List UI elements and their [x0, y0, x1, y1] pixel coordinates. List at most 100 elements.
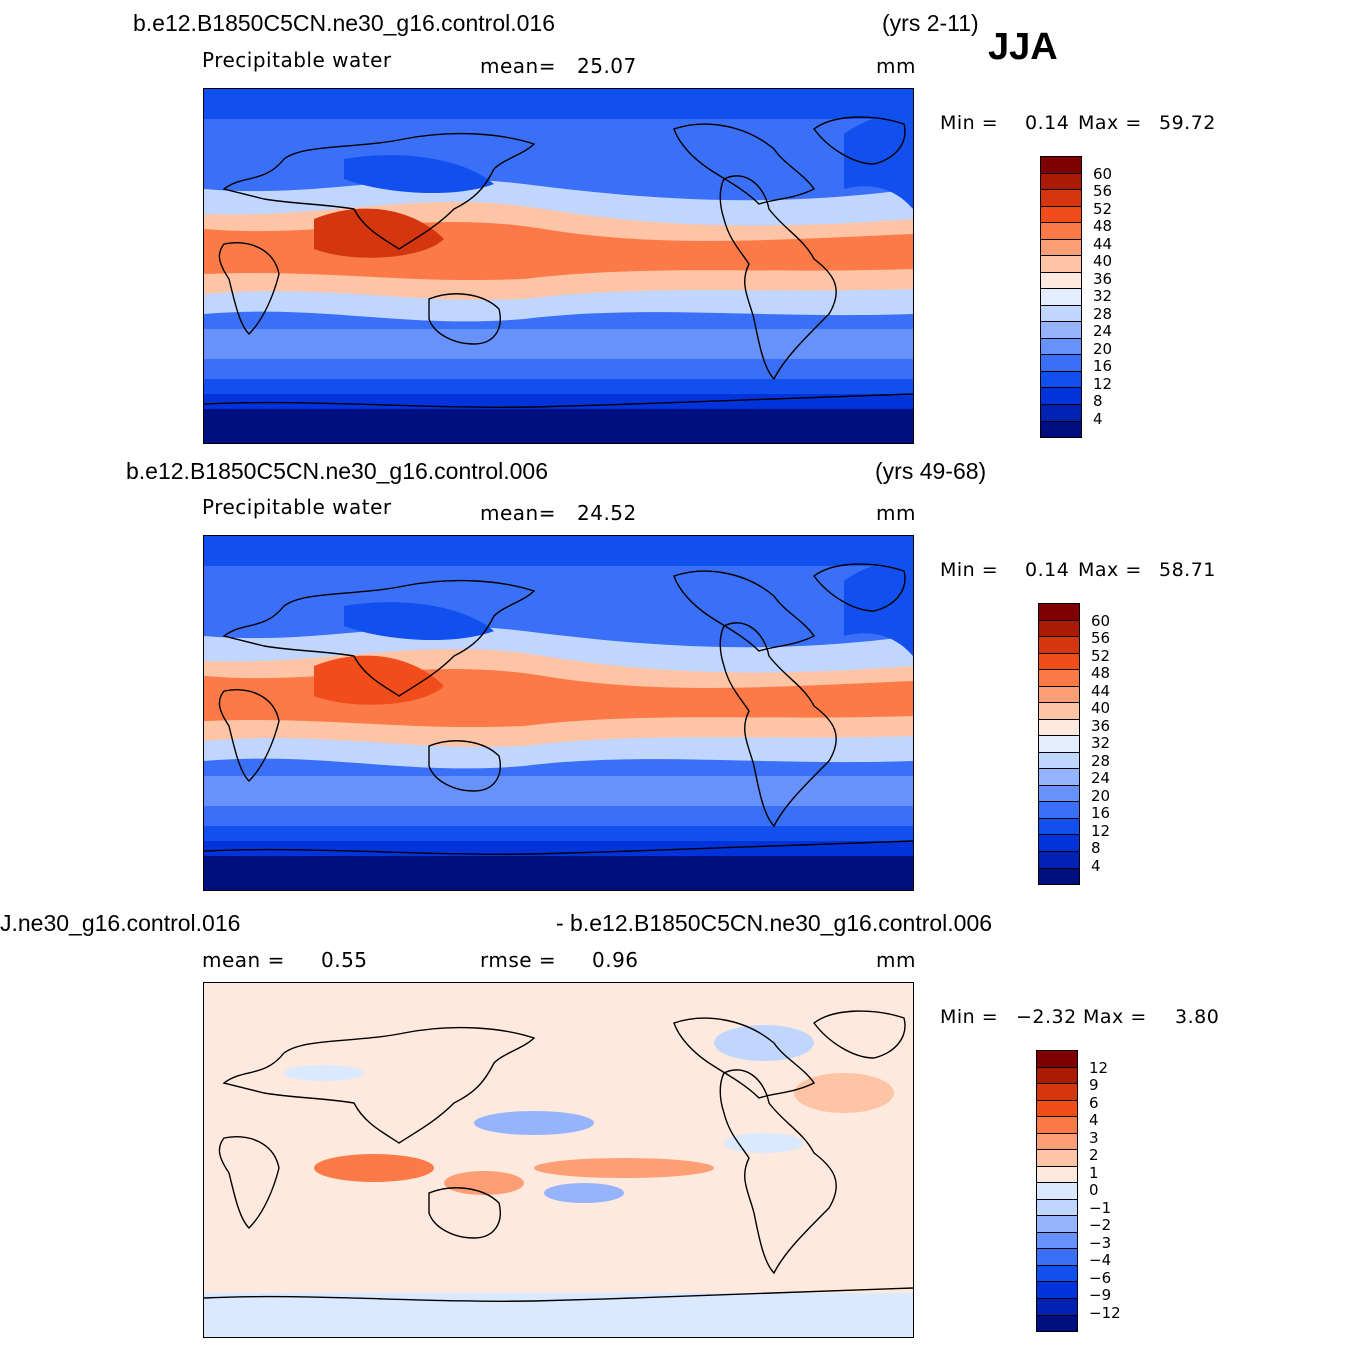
colorbar-segment: [1037, 1067, 1077, 1085]
panel1-tick: 20: [1093, 340, 1113, 358]
colorbar-segment: [1039, 802, 1079, 819]
panel1-tick: 48: [1093, 217, 1113, 235]
colorbar-segment: [1037, 1249, 1077, 1266]
panel2-max-label: Max =: [1078, 559, 1142, 581]
colorbar-segment: [1039, 769, 1079, 786]
panel3-tick: −3: [1089, 1234, 1112, 1252]
colorbar-segment: [1037, 1298, 1077, 1316]
panel3-title-right: - b.e12.B1850C5CN.ne30_g16.control.006: [556, 910, 993, 936]
panel1-tick: 40: [1093, 252, 1113, 270]
panel1-units: mm: [876, 54, 916, 78]
colorbar-segment: [1037, 1117, 1077, 1134]
colorbar-segment: [1037, 1100, 1077, 1118]
colorbar-segment: [1037, 1315, 1077, 1332]
panel1-coastlines: [204, 116, 913, 408]
panel1-mean-value: 25.07: [577, 54, 637, 78]
panel2-coastlines: [204, 563, 913, 855]
colorbar-segment: [1037, 1133, 1077, 1151]
colorbar-segment: [1039, 835, 1079, 852]
panel3-coastlines: [204, 1010, 913, 1302]
panel2-tick: 36: [1091, 717, 1111, 735]
colorbar-segment: [1041, 305, 1081, 323]
colorbar-segment: [1037, 1150, 1077, 1167]
panel2-map: [203, 535, 914, 891]
panel3-contour-bands: [204, 983, 913, 1337]
panel3-mean-label: mean =: [202, 948, 285, 972]
panel3-tick: 2: [1089, 1146, 1099, 1164]
colorbar-segment: [1037, 1084, 1077, 1101]
panel1-tick: 56: [1093, 182, 1113, 200]
panel2-title: b.e12.B1850C5CN.ne30_g16.control.006: [126, 458, 548, 484]
colorbar-segment: [1037, 1232, 1077, 1250]
panel2-tick: 44: [1091, 682, 1111, 700]
panel2-tick: 48: [1091, 664, 1111, 682]
panel3-tick: 0: [1089, 1181, 1099, 1199]
panel1-variable: Precipitable water: [202, 48, 392, 72]
panel2-contour-bands: [204, 536, 913, 890]
panel1-tick: 60: [1093, 165, 1113, 183]
colorbar-segment: [1039, 736, 1079, 753]
panel3-units: mm: [876, 948, 916, 972]
panel2-colorbar: [1038, 603, 1080, 885]
panel1-max-value: 59.72: [1159, 112, 1216, 134]
colorbar-segment: [1041, 421, 1081, 438]
panel1-tick: 32: [1093, 287, 1113, 305]
panel1-tick: 28: [1093, 305, 1113, 323]
panel3-title-left: J.ne30_g16.control.016: [0, 910, 241, 936]
colorbar-segment: [1041, 239, 1081, 257]
panel1-map-field: [204, 89, 913, 443]
panel2-tick: 32: [1091, 734, 1111, 752]
season-label: JJA: [988, 26, 1058, 68]
panel3-tick: 9: [1089, 1076, 1099, 1094]
panel2-years: (yrs 49-68): [875, 458, 987, 484]
panel3-min-value: −2.32: [1016, 1006, 1077, 1028]
panel1-tick: 52: [1093, 200, 1113, 218]
panel3-tick: −4: [1089, 1251, 1112, 1269]
panel2-tick: 8: [1091, 839, 1101, 857]
panel3-max-label: Max =: [1083, 1006, 1147, 1028]
panel3-tick: 1: [1089, 1164, 1099, 1182]
colorbar-segment: [1039, 686, 1079, 704]
panel2-min-label: Min =: [940, 559, 999, 581]
colorbar-segment: [1037, 1051, 1077, 1068]
colorbar-segment: [1041, 388, 1081, 405]
colorbar-segment: [1039, 703, 1079, 720]
panel1-tick: 4: [1093, 410, 1103, 428]
colorbar-segment: [1039, 604, 1079, 621]
panel1-min-value: 0.14: [1025, 112, 1070, 134]
panel3-colorbar: [1036, 1050, 1078, 1332]
colorbar-segment: [1039, 637, 1079, 654]
panel1-map: [203, 88, 914, 444]
colorbar-segment: [1039, 818, 1079, 836]
panel1-tick: 8: [1093, 392, 1103, 410]
panel1-colorbar-ticks: 60 56 52 48 44 40 36 32 28 24 20 16 12 8…: [1093, 156, 1153, 436]
colorbar-segment: [1039, 653, 1079, 671]
colorbar-segment: [1041, 173, 1081, 191]
colorbar-segment: [1041, 190, 1081, 207]
panel2-tick: 56: [1091, 629, 1111, 647]
panel2-max-value: 58.71: [1159, 559, 1216, 581]
panel2-tick: 4: [1091, 857, 1101, 875]
panel2-variable: Precipitable water: [202, 495, 392, 519]
colorbar-segment: [1037, 1199, 1077, 1217]
panel2-tick: 12: [1091, 822, 1111, 840]
panel2-tick: 16: [1091, 804, 1111, 822]
colorbar-segment: [1039, 785, 1079, 803]
panel1-contour-bands: [204, 89, 913, 443]
panel3-colorbar-segments: [1037, 1051, 1077, 1332]
panel3-map-field: [204, 983, 913, 1337]
panel3-tick: 12: [1089, 1059, 1109, 1077]
colorbar-segment: [1041, 206, 1081, 224]
colorbar-segment: [1037, 1216, 1077, 1233]
panel1-tick: 16: [1093, 357, 1113, 375]
panel2-tick: 20: [1091, 787, 1111, 805]
panel3-rmse-label: rmse =: [480, 948, 557, 972]
panel3-min-label: Min =: [940, 1006, 999, 1028]
panel3-tick: 3: [1089, 1129, 1099, 1147]
panel3-mean-value: 0.55: [321, 948, 368, 972]
panel3-tick: 6: [1089, 1094, 1099, 1112]
colorbar-segment: [1039, 851, 1079, 869]
panel2-tick: 40: [1091, 699, 1111, 717]
panel2-tick: 28: [1091, 752, 1111, 770]
panel2-tick: 52: [1091, 647, 1111, 665]
